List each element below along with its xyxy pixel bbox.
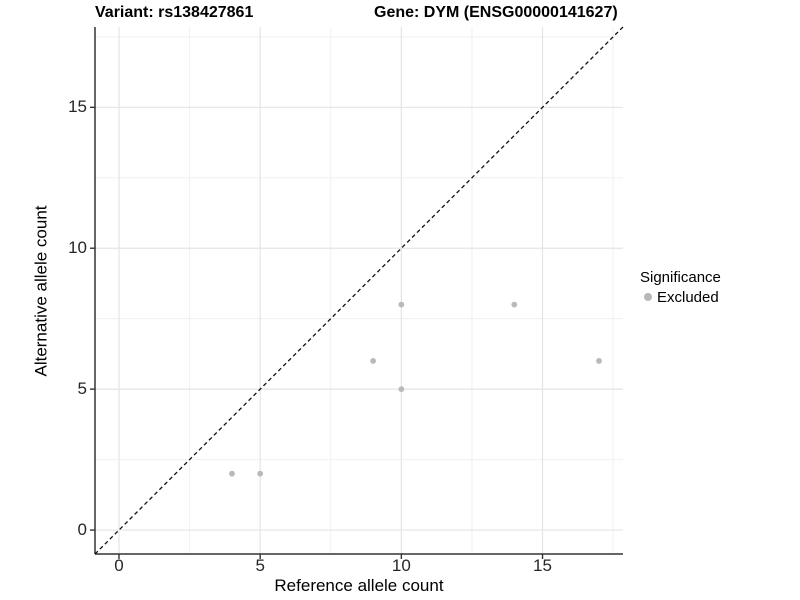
- x-tick-label: 5: [255, 556, 265, 575]
- y-tick-label: 5: [77, 379, 87, 399]
- identity-line: [94, 26, 624, 555]
- y-axis-title-text: Alternative allele count: [32, 204, 52, 377]
- plot-title-variant: Variant: rs138427861: [95, 4, 254, 21]
- legend: Significance Excluded: [640, 268, 721, 306]
- data-point: [370, 358, 377, 364]
- plot-title-gene: Gene: DYM (ENSG00000141627): [374, 4, 618, 21]
- legend-title: Significance: [640, 269, 721, 286]
- y-tick-label: 15: [68, 97, 87, 117]
- x-axis-title: Reference allele count: [274, 576, 444, 595]
- x-tick-label: 0: [114, 556, 124, 575]
- data-point: [398, 386, 405, 393]
- plot-panel: [90, 26, 624, 559]
- data-point: [257, 470, 264, 477]
- data-point: [229, 470, 235, 477]
- x-tick-label: 15: [533, 556, 552, 575]
- data-point: [511, 301, 518, 308]
- data-point: [596, 358, 602, 364]
- legend-item-excluded: Excluded: [640, 288, 721, 306]
- scatter-canvas: [90, 26, 624, 559]
- data-point: [398, 301, 405, 308]
- y-tick-label: 10: [68, 238, 87, 258]
- excluded-point-icon: [644, 293, 652, 301]
- legend-item-label: Excluded: [657, 288, 719, 306]
- x-tick-label: 10: [391, 556, 411, 575]
- y-tick-label: 0: [77, 520, 87, 540]
